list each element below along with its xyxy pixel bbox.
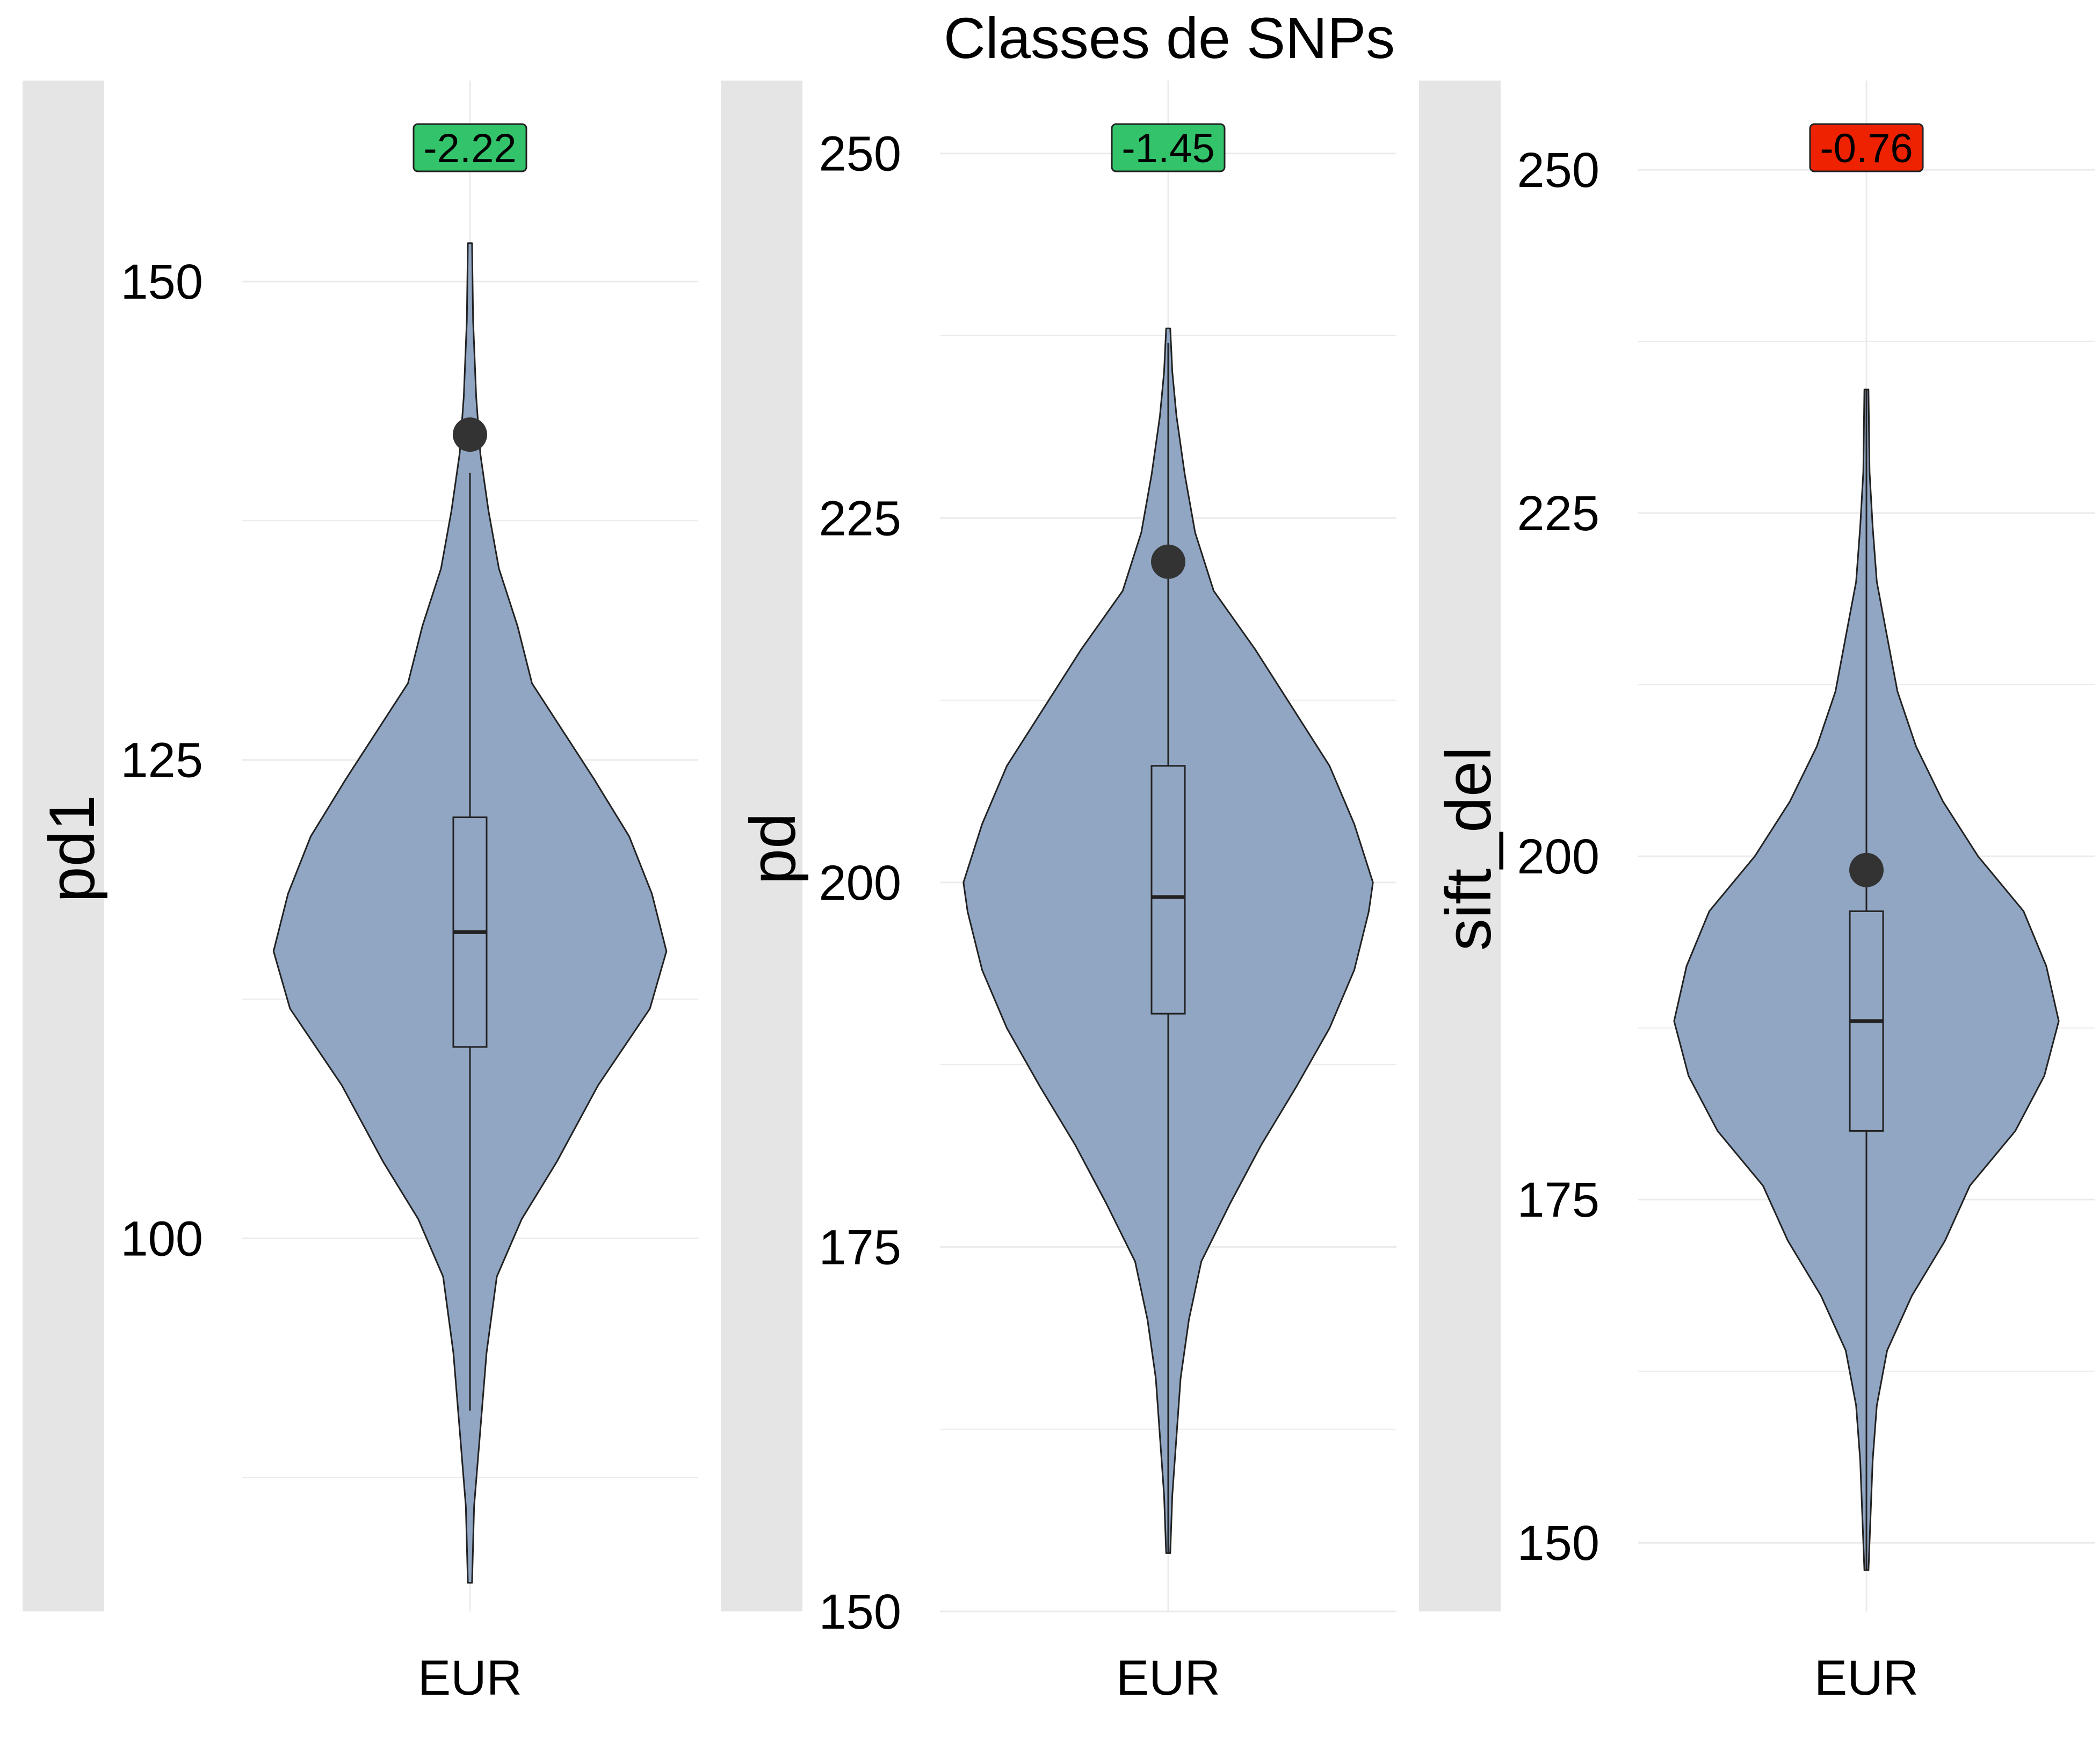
- y-tick-label: 175: [819, 1220, 902, 1275]
- panels-layer: 100 125 150 pd1 -2.22 EUR 150 175 200 225 250 pd -1.…: [23, 81, 2095, 1705]
- y-tick-label: 150: [121, 255, 204, 309]
- y-tick-label: 150: [1517, 1516, 1600, 1571]
- y-axis-label: sift_del: [1432, 747, 1504, 951]
- y-tick-label: 250: [819, 127, 902, 182]
- z-score-label: -1.45: [1121, 126, 1214, 171]
- z-score-label: -0.76: [1820, 126, 1913, 171]
- panel-2: 150 175 200 225 250 pd -1.45 EUR: [721, 81, 1396, 1705]
- y-tick-label: 250: [1517, 143, 1600, 198]
- panel-strip: [721, 81, 802, 1611]
- z-score-badge: [1809, 123, 1924, 172]
- z-score-badge: [412, 123, 527, 172]
- observed-point: [1151, 544, 1185, 579]
- y-axis-label: pd: [737, 813, 809, 884]
- panel-strip: [1419, 81, 1501, 1611]
- z-score-label: -2.22: [423, 126, 516, 171]
- y-tick-label: 150: [819, 1585, 902, 1639]
- y-tick-label: 200: [819, 856, 902, 910]
- y-tick-label: 225: [819, 491, 902, 546]
- panel-3: 150 175 200 225 250 sift_del -0.76 EUR: [1419, 81, 2095, 1705]
- x-tick-label: EUR: [418, 1651, 522, 1705]
- panel-strip: [23, 81, 104, 1611]
- z-score-badge: [1111, 123, 1226, 172]
- x-tick-label: EUR: [1116, 1651, 1220, 1705]
- chart-title: Classes de SNPs: [944, 5, 1395, 70]
- box-iqr: [1150, 765, 1186, 1015]
- x-tick-label: EUR: [1814, 1651, 1919, 1705]
- y-axis-label: pd1: [36, 795, 108, 902]
- y-tick-label: 125: [121, 733, 204, 788]
- y-tick-label: 100: [121, 1211, 204, 1266]
- y-tick-label: 175: [1517, 1173, 1600, 1227]
- y-tick-label: 225: [1517, 486, 1600, 541]
- observed-point: [1849, 852, 1884, 887]
- observed-point: [453, 417, 487, 452]
- y-tick-label: 200: [1517, 829, 1600, 884]
- panel-1: 100 125 150 pd1 -2.22 EUR: [23, 81, 698, 1705]
